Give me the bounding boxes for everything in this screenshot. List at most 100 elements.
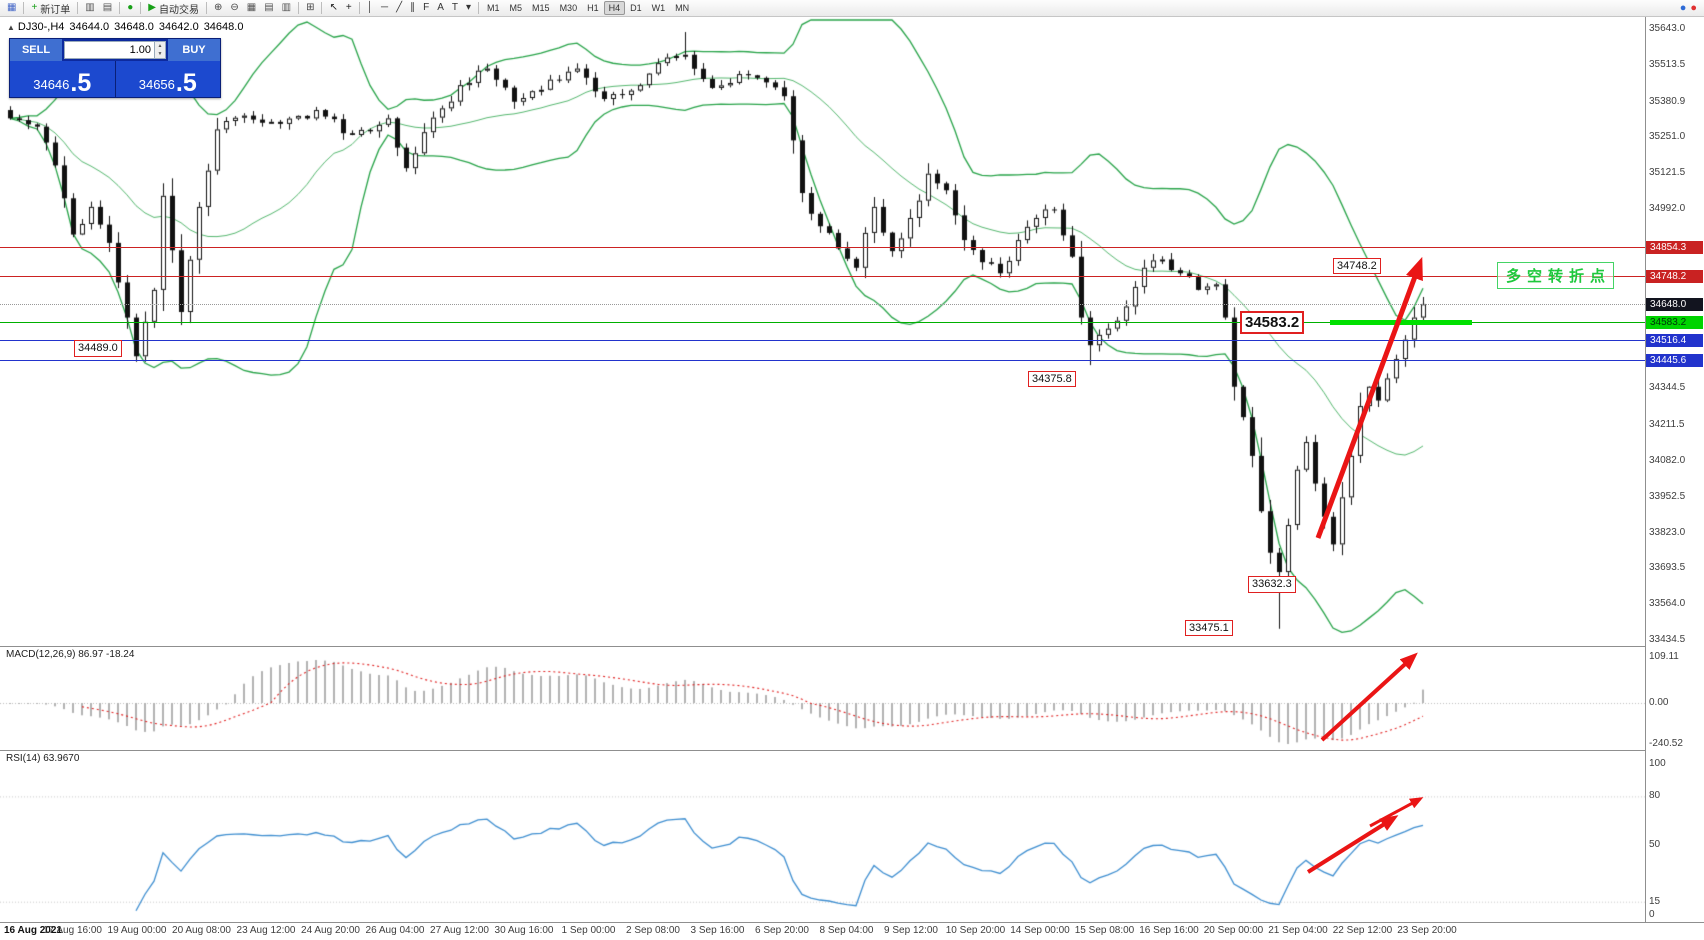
timeframe-h4-button[interactable]: H4: [603, 1, 626, 15]
price-axis-badge: 34854.3: [1646, 240, 1703, 254]
volume-value[interactable]: 1.00: [129, 44, 151, 56]
timeframe-m30-button[interactable]: M30: [559, 3, 578, 13]
volume-stepper: ▲ ▼: [154, 42, 165, 58]
level-line-34648[interactable]: [0, 303, 1645, 305]
level-line-34748.2[interactable]: [0, 276, 1645, 278]
price-axis-label: 33434.5: [1649, 634, 1686, 645]
volume-down-button[interactable]: ▼: [155, 50, 165, 58]
timeframe-d1-button[interactable]: D1: [630, 3, 642, 13]
toolbar-separator: [23, 2, 25, 14]
level-line-34516.4[interactable]: [0, 340, 1645, 342]
price-axis-label: 35251.0: [1649, 131, 1686, 143]
tile-windows-button[interactable]: ▦: [243, 1, 260, 16]
time-label: 23 Sep 20:00: [1397, 925, 1457, 936]
timeframe-m5-button[interactable]: M5: [509, 3, 523, 13]
time-label: 21 Sep 04:00: [1268, 925, 1328, 936]
fibonacci-button[interactable]: F: [419, 1, 433, 16]
arrange-windows-button[interactable]: ▥: [278, 1, 295, 16]
chart-line-button[interactable]: ▤: [99, 1, 116, 16]
new-chart-button[interactable]: ⊞: [302, 1, 318, 16]
market-watch-button[interactable]: ●: [123, 1, 137, 16]
sell-price-display[interactable]: 34646.5: [10, 61, 115, 97]
price-label-34748.2[interactable]: 34748.2: [1333, 257, 1381, 275]
trendline-button-icon: ╱: [396, 2, 403, 13]
time-label: 20 Aug 08:00: [172, 925, 231, 936]
new-order-button[interactable]: + 新订单: [27, 1, 74, 16]
terminal-windows-button-icon: ▦: [7, 2, 17, 13]
rsi-axis-label: 50: [1649, 839, 1661, 850]
panel-collapse-icon[interactable]: ▲: [7, 23, 15, 32]
timeframe-mn-button[interactable]: MN: [675, 3, 690, 13]
text-button-icon: A: [437, 2, 444, 13]
timeframe-w1-button[interactable]: W1: [651, 3, 666, 13]
price-axis-label: 33564.0: [1649, 598, 1686, 610]
status-blue-icon[interactable]: ●: [1679, 1, 1687, 14]
macd-panel-separator[interactable]: [0, 646, 1704, 647]
volume-up-button[interactable]: ▲: [155, 42, 165, 50]
cursor-button[interactable]: ↖: [325, 1, 341, 16]
pivot-thick-segment[interactable]: [1330, 319, 1472, 325]
ohlc-low: 34642.0: [158, 21, 199, 33]
macd-axis-label: 0.00: [1649, 697, 1669, 708]
price-label-33632.3[interactable]: 33632.3: [1248, 576, 1296, 593]
zoom-out-button[interactable]: ⊖: [226, 1, 242, 16]
ohlc-readout: ▲ DJ30-,H4 34644.0 34648.0 34642.0 34648.0: [7, 21, 248, 33]
toolbar-separator: [358, 2, 360, 14]
macd-values: 86.97 -18.24: [78, 649, 135, 660]
price-axis-badge: 34516.4: [1646, 334, 1703, 348]
status-red-icon[interactable]: ●: [1690, 1, 1697, 14]
rsi-panel-separator[interactable]: [0, 750, 1704, 751]
time-label: 1 Sep 00:00: [561, 925, 616, 936]
time-label: 26 Aug 04:00: [365, 925, 425, 936]
macd-name: MACD(12,26,9): [6, 649, 76, 660]
channel-button[interactable]: ∥: [406, 1, 419, 16]
price-axis-label: 35643.0: [1649, 23, 1686, 34]
sell-price-main: 34646: [33, 77, 70, 93]
price-label-34375.8[interactable]: 34375.8: [1028, 370, 1076, 388]
price-axis-label: 35380.9: [1649, 95, 1686, 107]
macd-axis-label: -240.52: [1649, 738, 1683, 749]
rsi-name: RSI(14): [6, 753, 41, 764]
time-label: 24 Aug 20:00: [301, 925, 360, 936]
timeframe-m1-button[interactable]: M1: [487, 3, 500, 13]
text-label-button[interactable]: T: [448, 1, 462, 16]
timeframe-h1-button[interactable]: H1: [587, 3, 599, 13]
trendline-button[interactable]: ╱: [392, 1, 406, 16]
text-button[interactable]: A: [433, 1, 448, 16]
turning-point-note[interactable]: 多空转折点: [1497, 262, 1615, 289]
zoom-in-button[interactable]: ⊕: [210, 1, 226, 16]
buy-button[interactable]: BUY: [168, 39, 220, 61]
auto-trading-button[interactable]: ▶ 自动交易: [144, 1, 203, 16]
price-axis-label: 34082.0: [1649, 454, 1686, 466]
market-watch-button-icon: ●: [127, 2, 134, 13]
timeframe-m15-button[interactable]: M15: [532, 3, 550, 13]
price-label-33475.1[interactable]: 33475.1: [1185, 619, 1233, 637]
level-line-34445.6[interactable]: [0, 359, 1645, 361]
price-axis[interactable]: [1645, 17, 1704, 922]
price-label-34583.2[interactable]: 34583.2: [1240, 311, 1305, 335]
volume-input[interactable]: 1.00 ▲ ▼: [64, 41, 166, 59]
level-line-34583.2[interactable]: [0, 321, 1645, 323]
price-label-34489.0[interactable]: 34489.0: [74, 340, 122, 357]
cascade-windows-button[interactable]: ▤: [260, 1, 277, 16]
price-axis-label: 34992.0: [1649, 203, 1686, 215]
toolbar-separator: [119, 2, 121, 14]
rsi-axis-label: 0: [1649, 909, 1655, 920]
vertical-line-button[interactable]: │: [363, 1, 377, 16]
price-axis-label: 33693.5: [1649, 562, 1686, 574]
shapes-dropdown[interactable]: ▾: [462, 1, 475, 16]
time-label: 3 Sep 16:00: [690, 925, 745, 936]
rsi-axis-label: 80: [1649, 790, 1661, 802]
buy-price-display[interactable]: 34656.5: [115, 61, 220, 97]
horizontal-line-button[interactable]: ─: [377, 1, 392, 16]
price-axis-badge: 34445.6: [1646, 353, 1703, 367]
terminal-windows-button[interactable]: ▦: [3, 1, 20, 16]
price-axis-label: 33823.0: [1649, 526, 1686, 538]
crosshair-button[interactable]: +: [342, 1, 356, 16]
cascade-windows-button-icon: ▤: [264, 2, 274, 13]
sell-button[interactable]: SELL: [10, 39, 62, 61]
level-line-34854.3[interactable]: [0, 246, 1645, 248]
chart-candlestick-button[interactable]: ▥: [81, 1, 98, 16]
toolbar-separator: [77, 2, 79, 14]
